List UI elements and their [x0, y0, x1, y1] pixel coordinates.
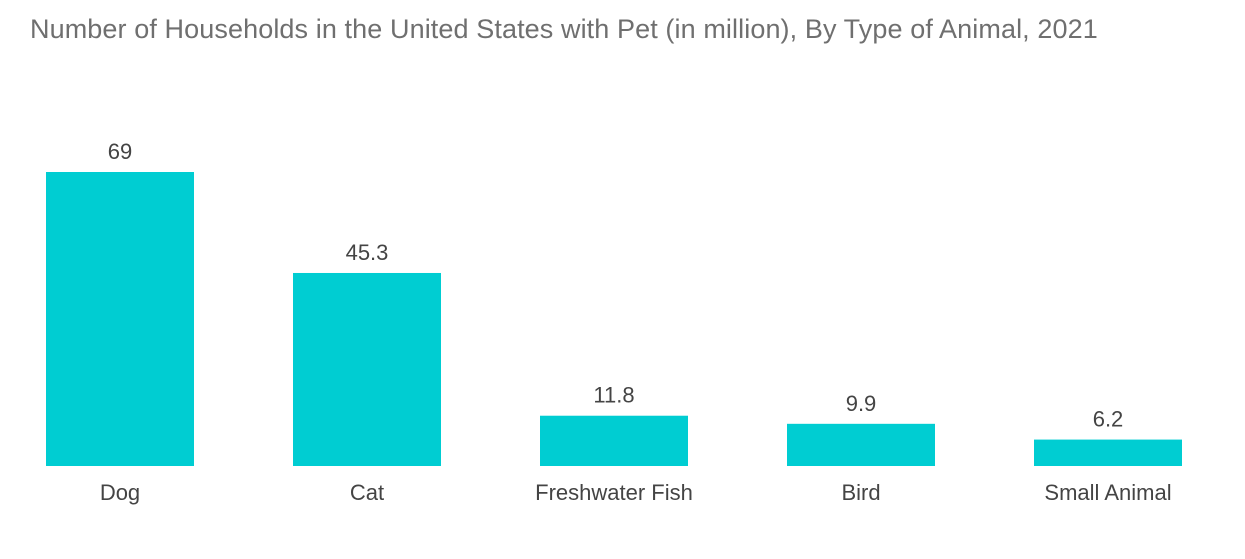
bar-freshwater-fish [540, 415, 688, 466]
bar-bird [787, 423, 935, 466]
bar-dog [46, 172, 194, 466]
category-label-freshwater-fish: Freshwater Fish [535, 480, 693, 505]
chart-title: Number of Households in the United State… [30, 14, 1098, 44]
category-label-small-animal: Small Animal [1044, 480, 1171, 505]
value-label-small-animal: 6.2 [1093, 407, 1124, 432]
value-label-bird: 9.9 [846, 391, 877, 416]
bar-small-animal [1034, 439, 1182, 466]
labels-layer: 69 Dog 45.3 Cat 11.8 Freshwater Fish 9.9 Bird 6.… [100, 139, 1172, 505]
bars-layer [46, 172, 1182, 466]
category-label-dog: Dog [100, 480, 140, 505]
value-label-dog: 69 [108, 139, 132, 164]
category-label-bird: Bird [841, 480, 880, 505]
category-label-cat: Cat [350, 480, 384, 505]
value-label-freshwater-fish: 11.8 [593, 383, 634, 408]
value-label-cat: 45.3 [346, 240, 389, 265]
bar-cat [293, 272, 441, 466]
